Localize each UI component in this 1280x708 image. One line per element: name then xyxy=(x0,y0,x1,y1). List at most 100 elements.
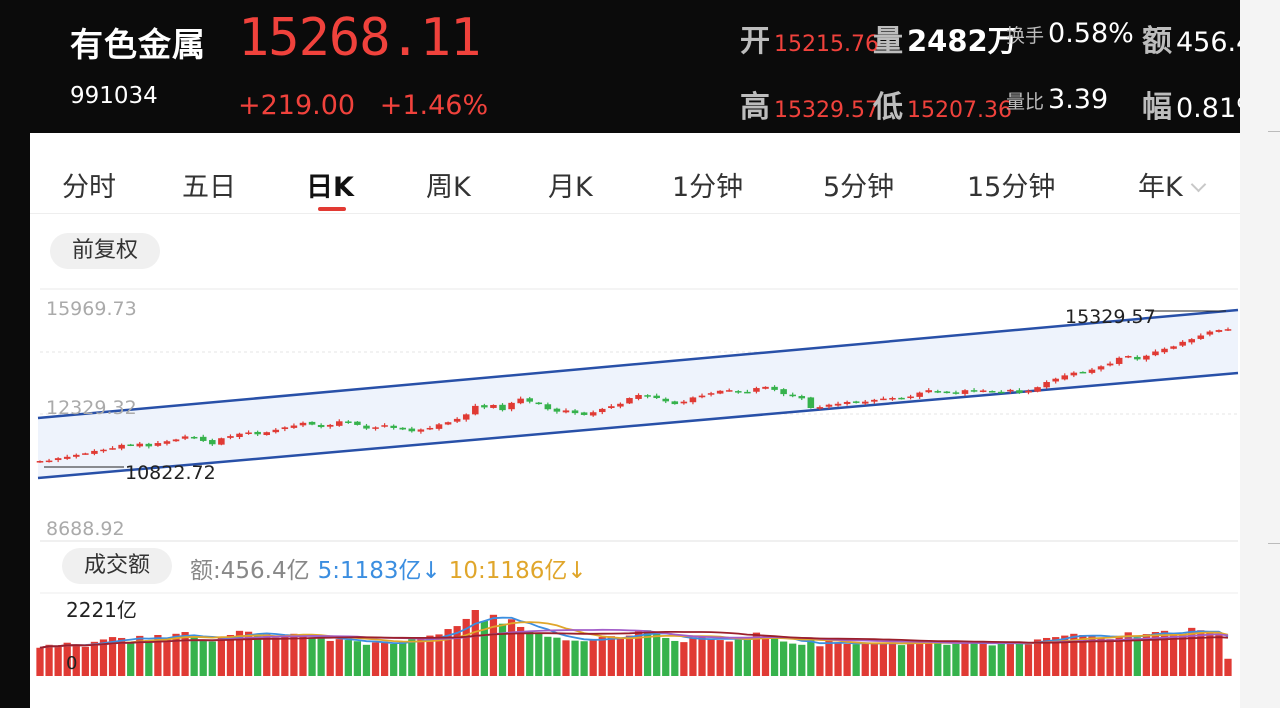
volume-bar xyxy=(281,635,289,676)
volume-bar xyxy=(226,634,235,676)
candle-up xyxy=(54,458,62,461)
candle-up xyxy=(1115,357,1123,364)
candle-up xyxy=(589,412,597,416)
volume-bar xyxy=(208,641,216,676)
candle-up xyxy=(1043,382,1050,388)
volume-bar xyxy=(244,631,253,676)
candle-up xyxy=(825,404,833,407)
candle-up xyxy=(1170,346,1177,349)
candle-up xyxy=(716,390,724,394)
volume-bar xyxy=(843,643,851,676)
volume-bar xyxy=(272,637,280,676)
candle-down xyxy=(653,395,660,399)
vol-ratio-label: 量比 xyxy=(1006,91,1045,113)
trend-channel-upper xyxy=(37,308,1239,420)
volume-bar xyxy=(934,641,942,676)
candle-up xyxy=(272,429,280,433)
volume-bar xyxy=(535,632,543,676)
candle-up xyxy=(1179,341,1186,346)
tab-monthly-k[interactable]: 月K xyxy=(548,172,593,203)
volume-bar xyxy=(825,640,833,676)
candle-down xyxy=(898,397,905,400)
candle-down xyxy=(526,398,533,402)
adjust-button[interactable]: 前复权 xyxy=(50,233,161,269)
candle-up xyxy=(109,448,116,450)
candle-down xyxy=(209,440,216,445)
volume-bar xyxy=(1160,630,1169,676)
volume-bar xyxy=(507,619,516,676)
volume-legend: 额:456.4亿 5:1183亿↓ 10:1186亿↓ xyxy=(190,551,587,585)
high-label: 高 xyxy=(740,90,770,125)
volume-bar xyxy=(662,637,670,676)
tab-1-minute[interactable]: 1分钟 xyxy=(672,172,744,203)
open-value: 15215.76 xyxy=(774,32,879,57)
extreme-markers xyxy=(44,310,1226,468)
volume-bar xyxy=(1106,639,1114,676)
volume-bar xyxy=(190,636,198,676)
candle-down xyxy=(481,405,488,408)
candle-up xyxy=(172,439,180,442)
candle-up xyxy=(1206,331,1214,335)
candle-up xyxy=(45,460,53,463)
volume-bar xyxy=(752,632,761,676)
volume-bar xyxy=(780,641,788,676)
low-marker-label: 10822.72 xyxy=(125,462,216,484)
volume-bar xyxy=(906,643,915,676)
volume-bar xyxy=(1052,637,1060,676)
price-axis-bottom: 8688.92 xyxy=(46,518,125,540)
volume-bar xyxy=(607,636,615,676)
candle-up xyxy=(1061,375,1069,380)
volume-bar xyxy=(789,643,797,676)
volume-bar xyxy=(1097,637,1105,676)
volume-bar xyxy=(852,644,860,676)
candle-up xyxy=(299,422,307,426)
volume-bar xyxy=(634,631,643,676)
tab-five-day[interactable]: 五日 xyxy=(182,172,236,203)
amplitude-stat: 幅0.81% xyxy=(1142,82,1240,126)
candle-down xyxy=(943,391,951,394)
candle-up xyxy=(1224,329,1232,331)
candle-down xyxy=(735,391,742,393)
volume-ma-lines xyxy=(39,616,1229,649)
volume-bar xyxy=(1206,631,1214,676)
candle-down xyxy=(553,408,561,412)
volume-bar xyxy=(1151,632,1160,676)
amount-label: 额 xyxy=(1142,24,1172,59)
tab-yearly-k[interactable]: 年K xyxy=(1138,165,1206,204)
chart-panel: 分时 五日 日K 周K 月K 1分钟 5分钟 15分钟 年K 前复权 15969… xyxy=(30,133,1240,708)
tab-intraday[interactable]: 分时 xyxy=(62,172,116,203)
candle-up xyxy=(762,386,769,389)
volume-stat: 量 2482万 xyxy=(873,16,1017,60)
tab-15-minute[interactable]: 15分钟 xyxy=(967,172,1056,203)
period-tabs: 分时 五日 日K 周K 月K 1分钟 5分钟 15分钟 年K xyxy=(30,147,1240,214)
volume-bar xyxy=(63,642,71,676)
candle-up xyxy=(1052,378,1059,382)
low-value: 15207.36 xyxy=(907,98,1012,123)
candle-up xyxy=(1025,390,1032,393)
candle-up xyxy=(136,443,144,447)
candle-up xyxy=(834,403,842,406)
volume-bar xyxy=(235,630,244,676)
amplitude-value: 0.81% xyxy=(1176,93,1240,124)
candle-up xyxy=(1097,366,1105,370)
candle-up xyxy=(100,449,107,452)
tab-daily-k[interactable]: 日K xyxy=(306,172,354,203)
volume-bar xyxy=(834,642,842,676)
volume-bar xyxy=(952,643,960,676)
candle-up xyxy=(118,444,125,449)
volume-bar xyxy=(743,639,751,676)
turnover-indicator-button[interactable]: 成交额 xyxy=(62,548,173,584)
tab-5-minute[interactable]: 5分钟 xyxy=(823,172,895,203)
volume-bar xyxy=(816,646,824,676)
candle-up xyxy=(1007,389,1014,392)
candle-up xyxy=(1124,356,1132,358)
volume-bar xyxy=(961,641,969,676)
volume-bar xyxy=(653,632,661,676)
tab-weekly-k[interactable]: 周K xyxy=(426,172,471,203)
volume-bar xyxy=(435,634,443,676)
candle-up xyxy=(263,432,270,436)
candle-down xyxy=(771,386,778,390)
volume-axis-top: 2221亿 xyxy=(66,598,137,622)
kline-chart: 15969.73 12329.32 8688.92 15329.57 10822… xyxy=(36,288,1239,676)
